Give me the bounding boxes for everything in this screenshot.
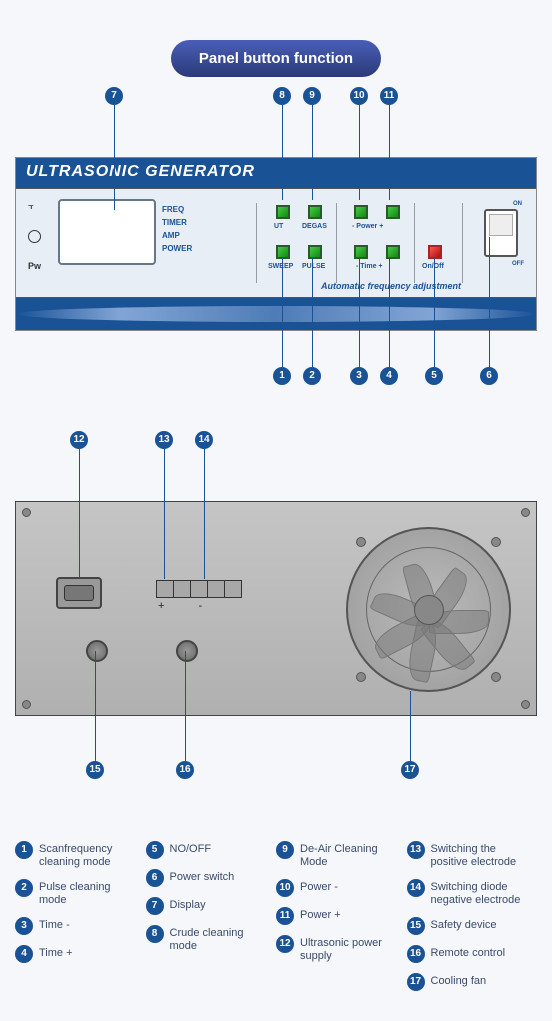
terminal-block <box>156 580 241 598</box>
legend-item-2: 2Pulse cleaning mode <box>15 879 140 907</box>
degas-button[interactable] <box>308 205 322 219</box>
legend-item-4: 4Time + <box>15 945 140 963</box>
callout-3: 3 <box>350 367 368 385</box>
legend-item-10: 10Power - <box>276 879 401 897</box>
callout-2: 2 <box>303 367 321 385</box>
power-plus-button[interactable] <box>386 205 400 219</box>
callout-16: 16 <box>176 761 194 779</box>
callout-5: 5 <box>425 367 443 385</box>
front-bottom-wave <box>16 298 536 330</box>
onoff-button[interactable] <box>428 245 442 259</box>
callout-11: 11 <box>380 87 398 105</box>
callout-15: 15 <box>86 761 104 779</box>
pw-label: Pw <box>28 261 50 271</box>
legend-item-12: 12Ultrasonic power supply <box>276 935 401 963</box>
legend-item-13: 13Switching the positive electrode <box>407 841 532 869</box>
legend-item-8: 8Crude cleaning mode <box>146 925 271 953</box>
terminal-polarity: +- <box>158 600 236 612</box>
remote-port <box>176 640 198 662</box>
back-panel: +- <box>15 501 537 716</box>
power-led-icon <box>28 230 41 243</box>
lcd-labels: FREQ TIMER AMP POWER <box>162 203 192 255</box>
legend-item-9: 9De-Air Cleaning Mode <box>276 841 401 869</box>
callout-4: 4 <box>380 367 398 385</box>
callout-7: 7 <box>105 87 123 105</box>
legend-item-6: 6Power switch <box>146 869 271 887</box>
legend-item-5: 5NO/OFF <box>146 841 271 859</box>
auto-freq-label: Automatic frequency adjustment <box>321 281 461 291</box>
side-icons: ⫟ Pw <box>28 201 50 289</box>
safety-port <box>86 640 108 662</box>
callout-9: 9 <box>303 87 321 105</box>
legend-item-14: 14Switching diode negative electrode <box>407 879 532 907</box>
legend-item-7: 7Display <box>146 897 271 915</box>
callout-10: 10 <box>350 87 368 105</box>
front-panel-diagram: 7 8 9 10 11 ULTRASONIC GENERATOR ⫟ Pw FR… <box>15 157 537 331</box>
legend: 1Scanfrequency cleaning mode 2Pulse clean… <box>15 841 537 1001</box>
callout-8: 8 <box>273 87 291 105</box>
legend-item-15: 15Safety device <box>407 917 532 935</box>
lcd-display <box>58 199 156 265</box>
front-panel: ULTRASONIC GENERATOR ⫟ Pw FREQ TIMER AMP… <box>15 157 537 331</box>
callout-12: 12 <box>70 431 88 449</box>
pulse-button[interactable] <box>308 245 322 259</box>
callout-6: 6 <box>480 367 498 385</box>
legend-item-17: 17Cooling fan <box>407 973 532 991</box>
device-header: ULTRASONIC GENERATOR <box>16 158 536 188</box>
callout-13: 13 <box>155 431 173 449</box>
legend-item-1: 1Scanfrequency cleaning mode <box>15 841 140 869</box>
callout-14: 14 <box>195 431 213 449</box>
back-panel-diagram: 12 13 14 +- 15 16 <box>15 501 537 716</box>
time-minus-button[interactable] <box>354 245 368 259</box>
legend-item-3: 3Time - <box>15 917 140 935</box>
power-minus-button[interactable] <box>354 205 368 219</box>
power-inlet <box>56 577 102 609</box>
title-pill: Panel button function <box>171 40 381 77</box>
ut-button[interactable] <box>276 205 290 219</box>
legend-item-16: 16Remote control <box>407 945 532 963</box>
callout-1: 1 <box>273 367 291 385</box>
cooling-fan <box>346 527 511 692</box>
usb-icon: ⫟ <box>28 201 50 212</box>
sweep-button[interactable] <box>276 245 290 259</box>
callout-17: 17 <box>401 761 419 779</box>
legend-item-11: 11Power + <box>276 907 401 925</box>
